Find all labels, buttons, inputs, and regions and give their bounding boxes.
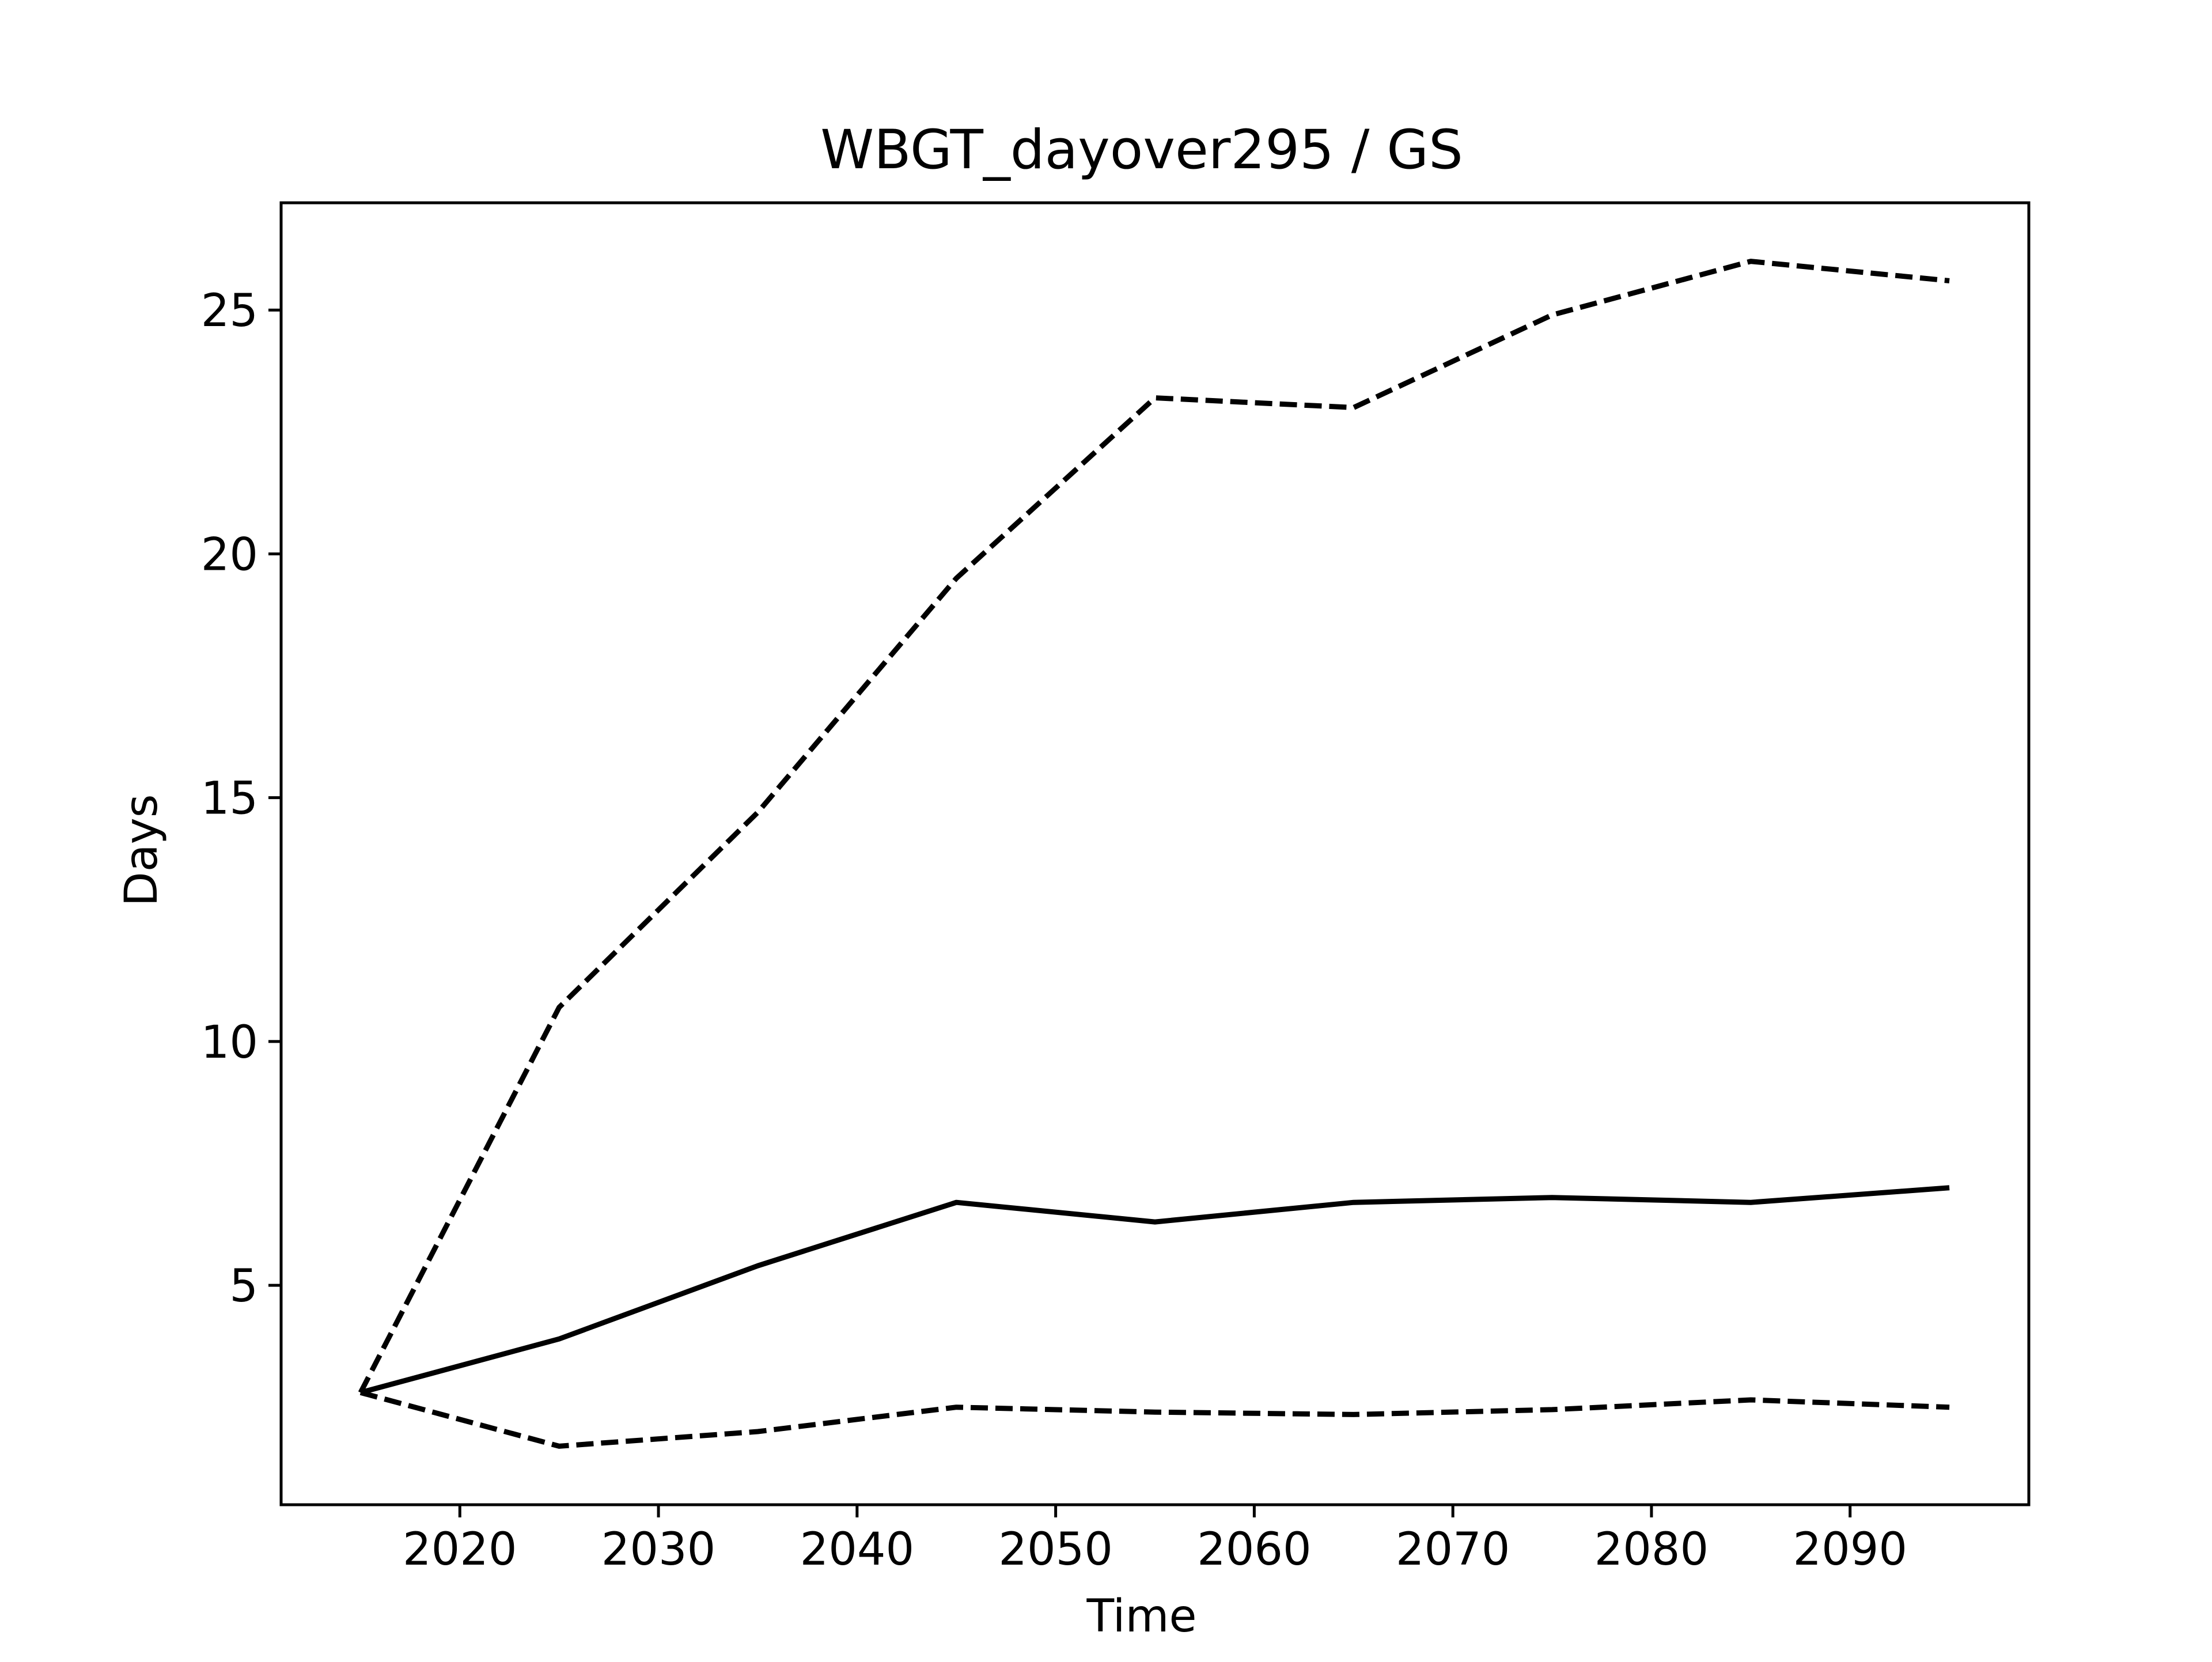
series-line-2 xyxy=(358,259,1950,1394)
series-line-1 xyxy=(359,1185,1950,1395)
x-tick-label-2020: 2020 xyxy=(403,1524,517,1576)
series-line-3 xyxy=(359,1390,1950,1449)
x-tick-label-2050: 2050 xyxy=(998,1524,1113,1576)
y-tick-label-10: 10 xyxy=(201,1017,258,1069)
x-tick-label-2070: 2070 xyxy=(1396,1524,1510,1576)
y-tick-label-15: 15 xyxy=(201,773,258,825)
x-tick-label-2030: 2030 xyxy=(601,1524,716,1576)
x-tick-label-2060: 2060 xyxy=(1197,1524,1312,1576)
x-tick-label-2040: 2040 xyxy=(800,1524,915,1576)
x-tick-label-2090: 2090 xyxy=(1793,1524,1907,1576)
y-tick-label-5: 5 xyxy=(229,1260,258,1312)
y-axis-label: Days xyxy=(116,794,168,907)
chart-title: WBGT_dayover295 / GS xyxy=(820,119,1463,181)
plot-area: 2020 2030 2040 2050 2060 2070 2080 2090 5 10 15 20 2… xyxy=(201,201,2031,1576)
x-axis-label: Time xyxy=(1086,1591,1197,1642)
y-tick-label-20: 20 xyxy=(201,529,258,581)
plot-frame xyxy=(279,201,2031,1506)
x-tick-label-2080: 2080 xyxy=(1594,1524,1709,1576)
y-tick-label-25: 25 xyxy=(201,285,258,337)
